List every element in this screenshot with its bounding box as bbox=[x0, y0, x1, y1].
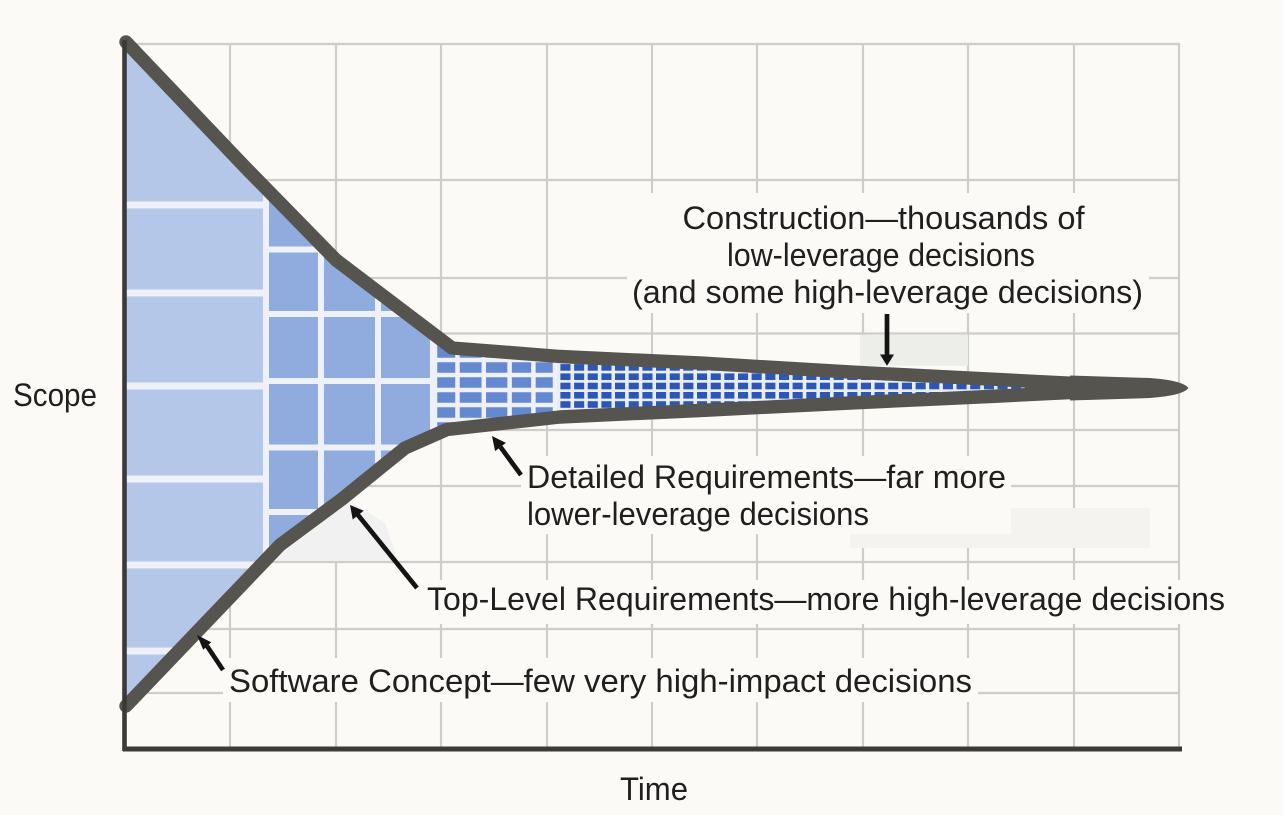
svg-text:lower-leverage decisions: lower-leverage decisions bbox=[527, 496, 869, 532]
svg-text:Detailed Requirements—far more: Detailed Requirements—far more bbox=[527, 459, 1006, 495]
svg-text:Scope: Scope bbox=[13, 377, 97, 413]
svg-text:(and some high-leverage decisi: (and some high-leverage decisions) bbox=[632, 274, 1143, 310]
svg-text:Top-Level Requirements—more hi: Top-Level Requirements—more high-leverag… bbox=[427, 581, 1225, 617]
svg-text:Construction—thousands of: Construction—thousands of bbox=[683, 200, 1086, 236]
svg-text:Software Concept—few very high: Software Concept—few very high-impact de… bbox=[229, 663, 972, 699]
svg-text:Time: Time bbox=[620, 771, 688, 807]
svg-text:low-leverage decisions: low-leverage decisions bbox=[727, 237, 1035, 273]
